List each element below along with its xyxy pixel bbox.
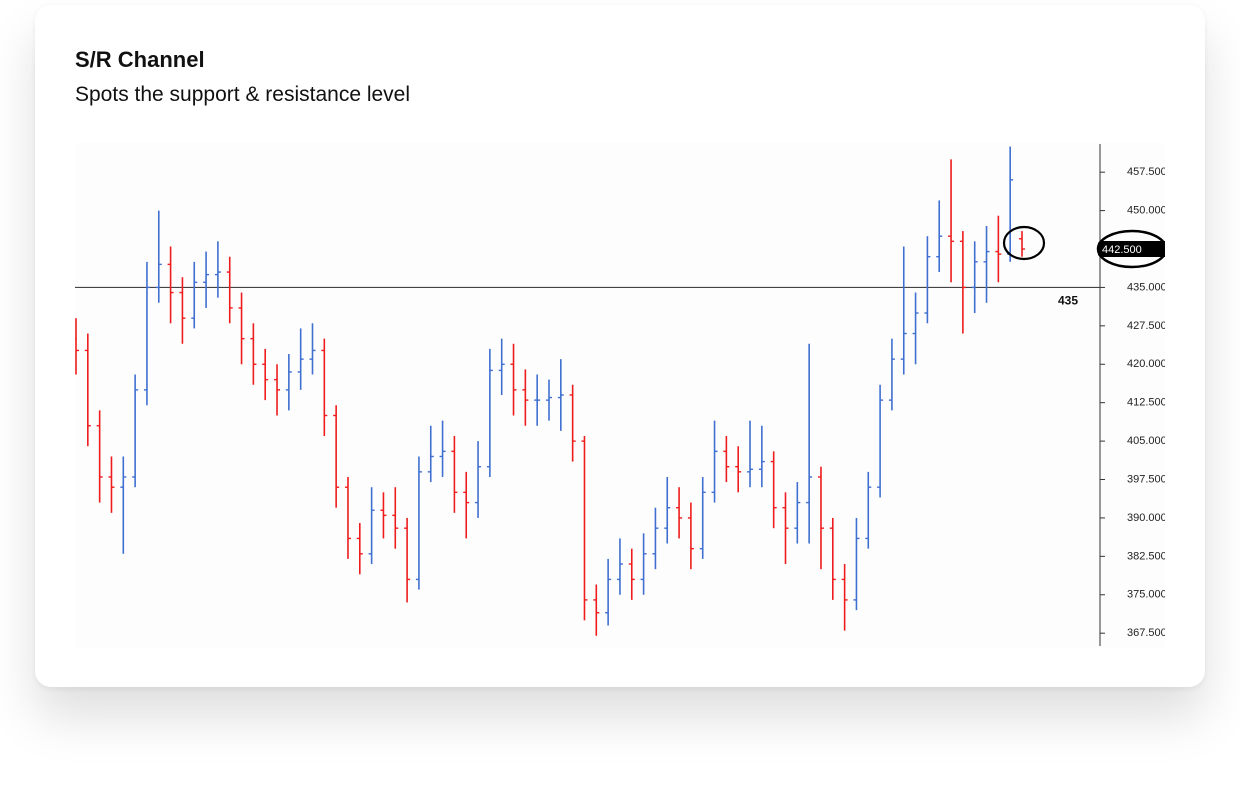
y-tick-label: 367.500 (1127, 627, 1167, 639)
y-tick-label: 375.000 (1127, 589, 1167, 601)
y-tick-label: 450.000 (1127, 204, 1167, 216)
last-price-box (1098, 241, 1165, 258)
y-tick-label: 420.000 (1127, 358, 1167, 370)
y-tick-label: 435.000 (1127, 281, 1167, 293)
plot-layer: 367.500 375.000 382.500 390.000 397.500 405.0… (75, 144, 1167, 646)
sr-level-label: 435 (1058, 294, 1078, 308)
y-tick-label: 427.500 (1127, 320, 1167, 332)
y-tick-label: 405.000 (1127, 435, 1167, 447)
y-tick-label: 382.500 (1127, 550, 1167, 562)
highlight-circle (1002, 225, 1046, 261)
chart-image: 367.500 375.000 382.500 390.000 397.500 405.0… (75, 143, 1167, 648)
y-tick-label: 397.500 (1127, 473, 1167, 485)
card-title: S/R Channel (75, 47, 205, 72)
y-tick-label: 457.500 (1127, 166, 1167, 178)
y-tick-label: 390.000 (1127, 512, 1167, 524)
last-price-label: 442.500 (1102, 244, 1142, 256)
y-tick-label: 412.500 (1127, 397, 1167, 409)
card-subtitle: Spots the support & resistance level (75, 83, 411, 106)
last-price-circle (1096, 229, 1165, 269)
